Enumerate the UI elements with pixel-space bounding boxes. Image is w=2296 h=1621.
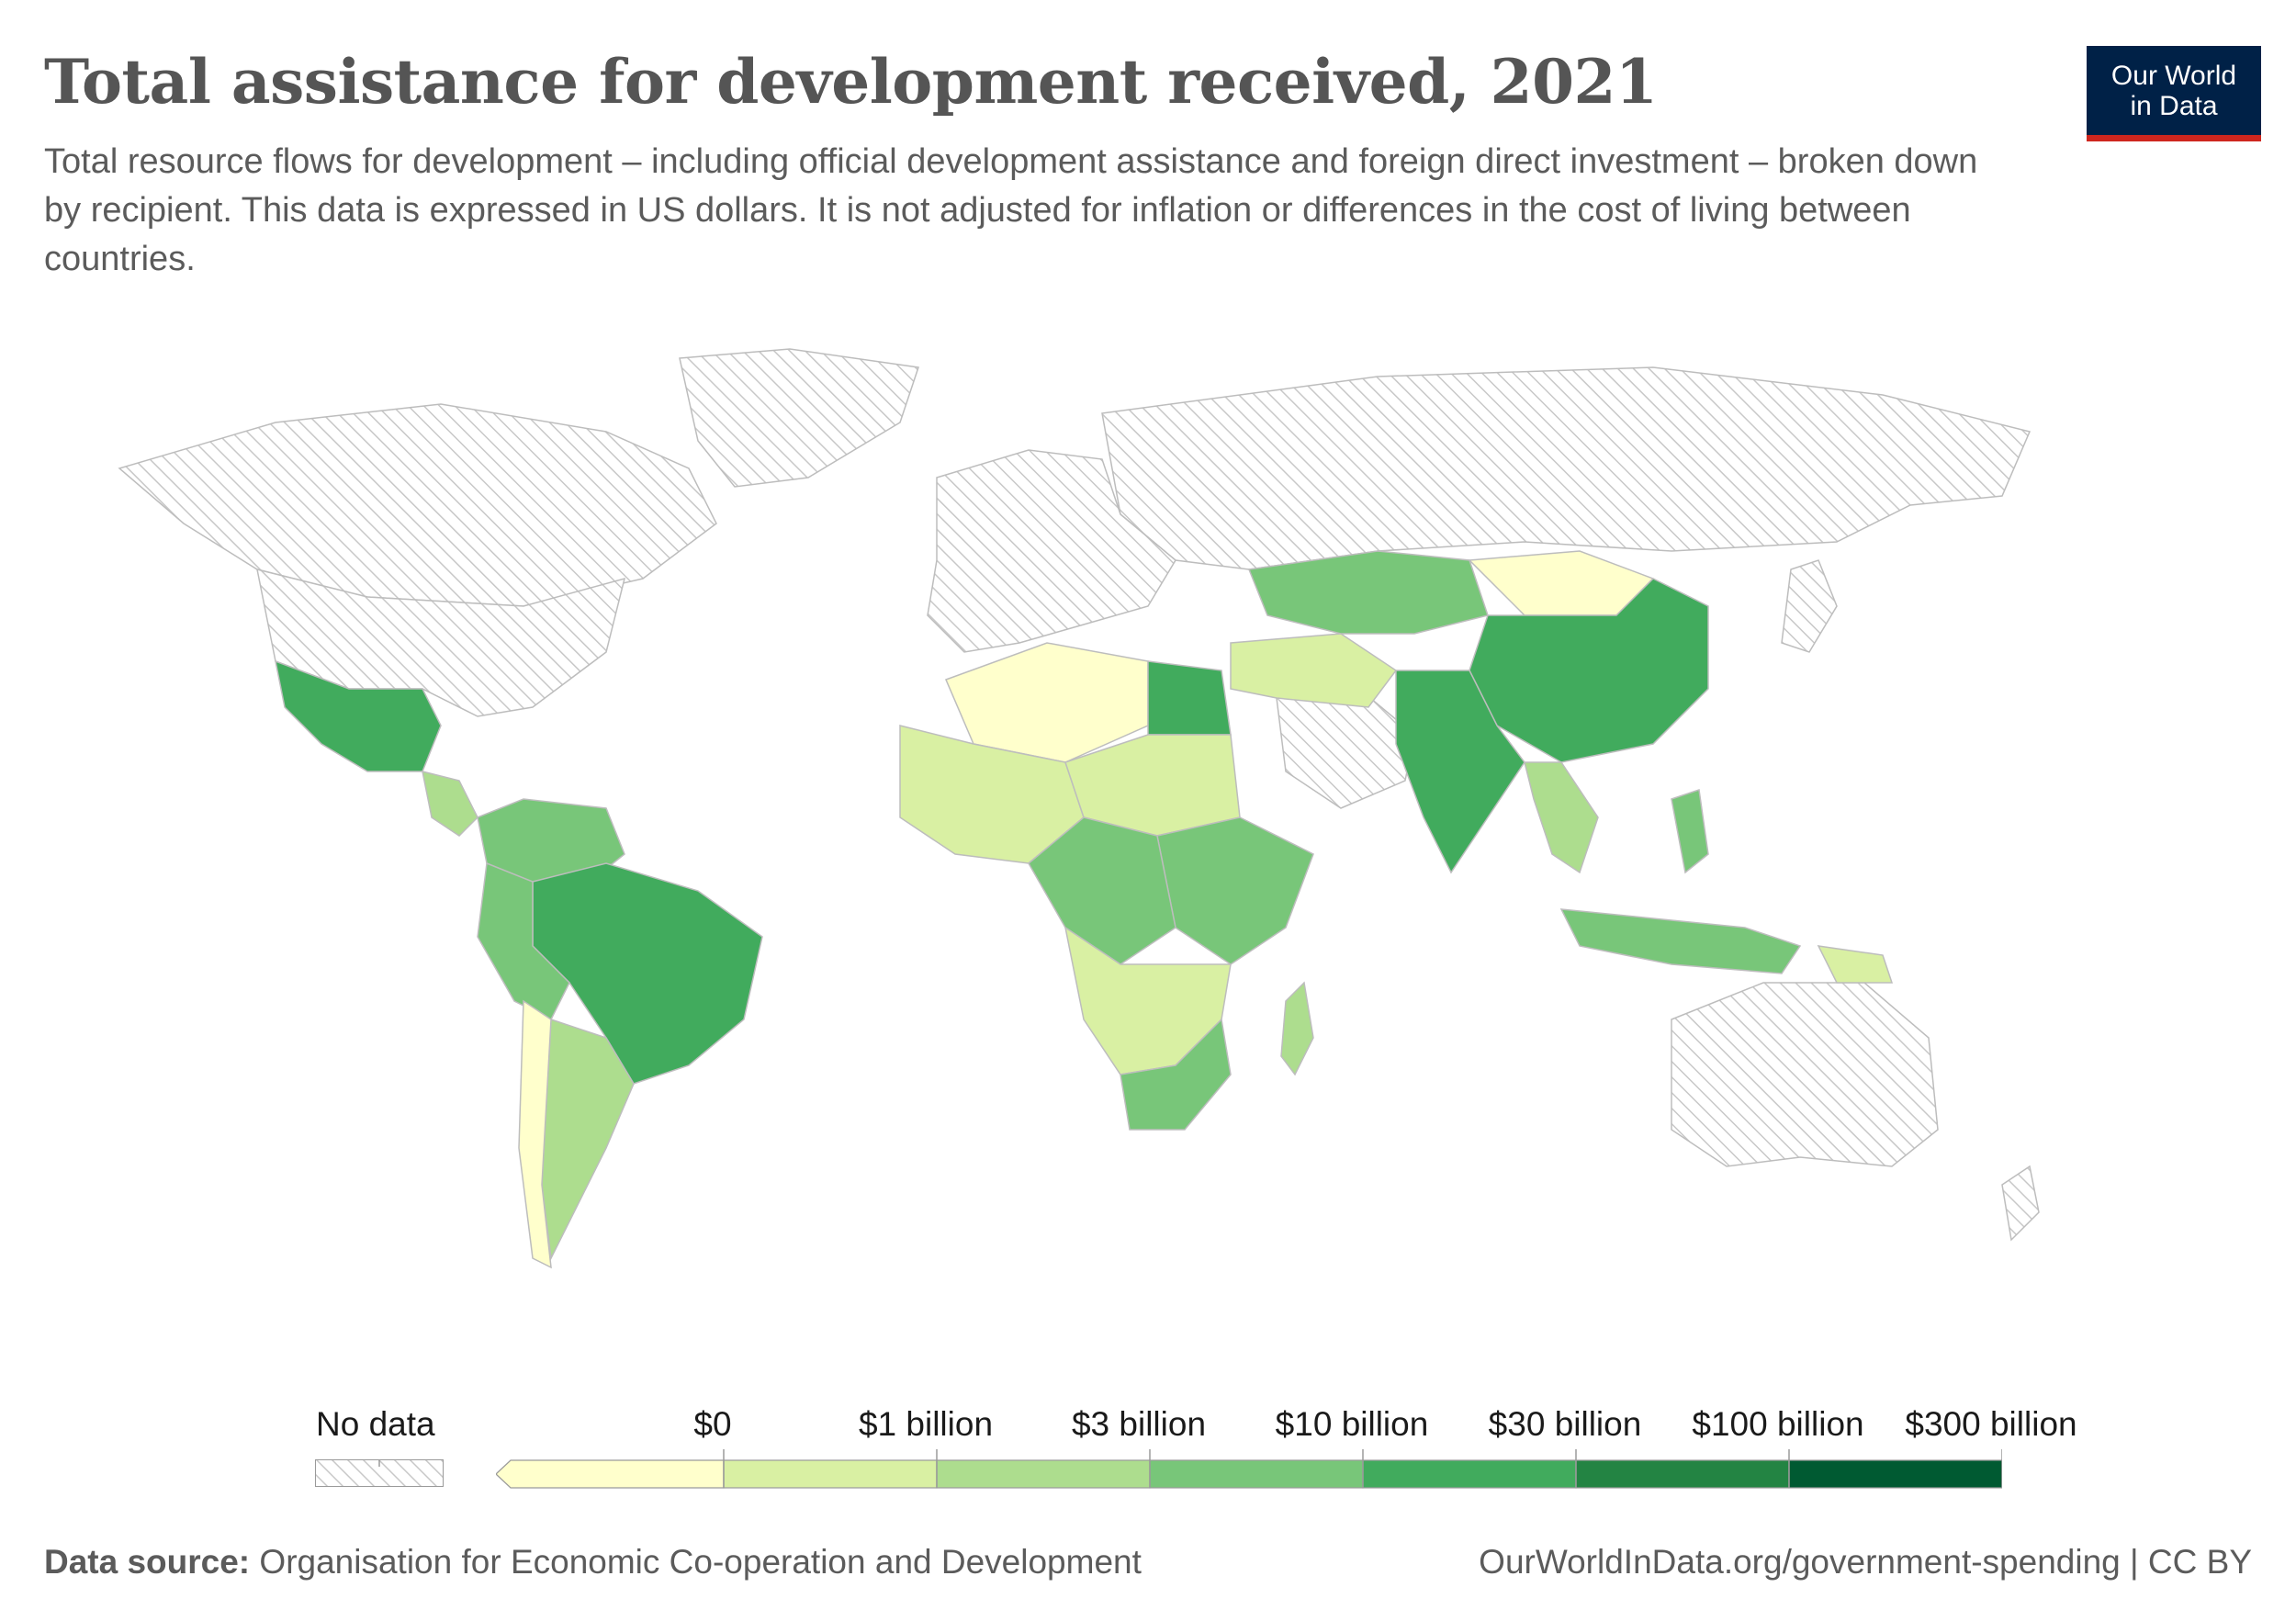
region-canada[interactable] [118, 403, 717, 607]
region-east-africa[interactable] [1156, 816, 1314, 965]
legend-color-scale [496, 1396, 2002, 1497]
region-greenland[interactable] [679, 348, 919, 488]
legend-tick-1: $1 billion [858, 1405, 994, 1443]
legend-tick-0: $0 [693, 1405, 732, 1443]
legend-tick-4: $30 billion [1488, 1405, 1642, 1443]
region-peru-bolivia[interactable] [477, 861, 570, 1021]
region-australia[interactable] [1671, 982, 1939, 1167]
data-source: Data source: Organisation for Economic C… [44, 1543, 1142, 1582]
region-middle-east[interactable] [1230, 633, 1398, 708]
legend-bin-6 [1788, 1459, 2002, 1489]
footer-url-link[interactable]: OurWorldInData.org/government-spending |… [1479, 1543, 2252, 1581]
legend-bin-1 [723, 1459, 938, 1489]
region-chile[interactable] [518, 999, 552, 1269]
region-egypt[interactable] [1147, 660, 1232, 736]
region-indonesia[interactable] [1559, 908, 1802, 974]
logo-line-2: in Data [2130, 90, 2218, 121]
legend-bin-3 [1149, 1459, 1364, 1489]
region-papua-new-guinea[interactable] [1817, 945, 1894, 984]
legend-no-data-label: No data [316, 1405, 435, 1443]
region-kazakhstan-central-asia[interactable] [1247, 550, 1489, 635]
legend-bin-5 [1575, 1459, 1790, 1489]
legend-bin-0 [496, 1459, 725, 1489]
chart-title: Total assistance for development receive… [44, 46, 1658, 118]
owid-logo[interactable]: Our World in Data [2087, 46, 2261, 141]
region-south-africa[interactable] [1120, 1018, 1232, 1131]
legend-tick-6: $300 billion [1905, 1405, 2077, 1443]
region-india[interactable] [1395, 670, 1525, 874]
legend-bin-2 [936, 1459, 1151, 1489]
logo-line-1: Our World [2110, 60, 2237, 91]
region-russia[interactable] [1101, 366, 2032, 570]
data-source-label: Data source: [44, 1543, 251, 1581]
region-europe[interactable] [927, 449, 1176, 653]
legend-tick-5: $100 billion [1692, 1405, 1864, 1443]
region-new-zealand[interactable] [2001, 1165, 2040, 1242]
legend-tick-2: $3 billion [1071, 1405, 1207, 1443]
data-source-text: Organisation for Economic Co-operation a… [259, 1543, 1142, 1581]
region-central-america[interactable] [422, 770, 478, 837]
region-madagascar[interactable] [1280, 981, 1314, 1076]
legend-no-data-swatch [315, 1459, 444, 1487]
legend-no-data-swatch-svg [315, 1459, 444, 1487]
region-japan[interactable] [1781, 559, 1838, 653]
chart-subtitle: Total resource flows for development – i… [44, 142, 1978, 278]
legend-scale-svg [496, 1449, 2002, 1489]
region-philippines[interactable] [1671, 789, 1709, 874]
region-southeast-asia[interactable] [1524, 761, 1599, 874]
world-map-svg [118, 348, 2040, 1269]
legend-tick-3: $10 billion [1275, 1405, 1429, 1443]
region-saudi-arabia[interactable] [1276, 688, 1415, 809]
legend-bin-4 [1362, 1459, 1577, 1489]
world-map[interactable] [92, 340, 2204, 1332]
